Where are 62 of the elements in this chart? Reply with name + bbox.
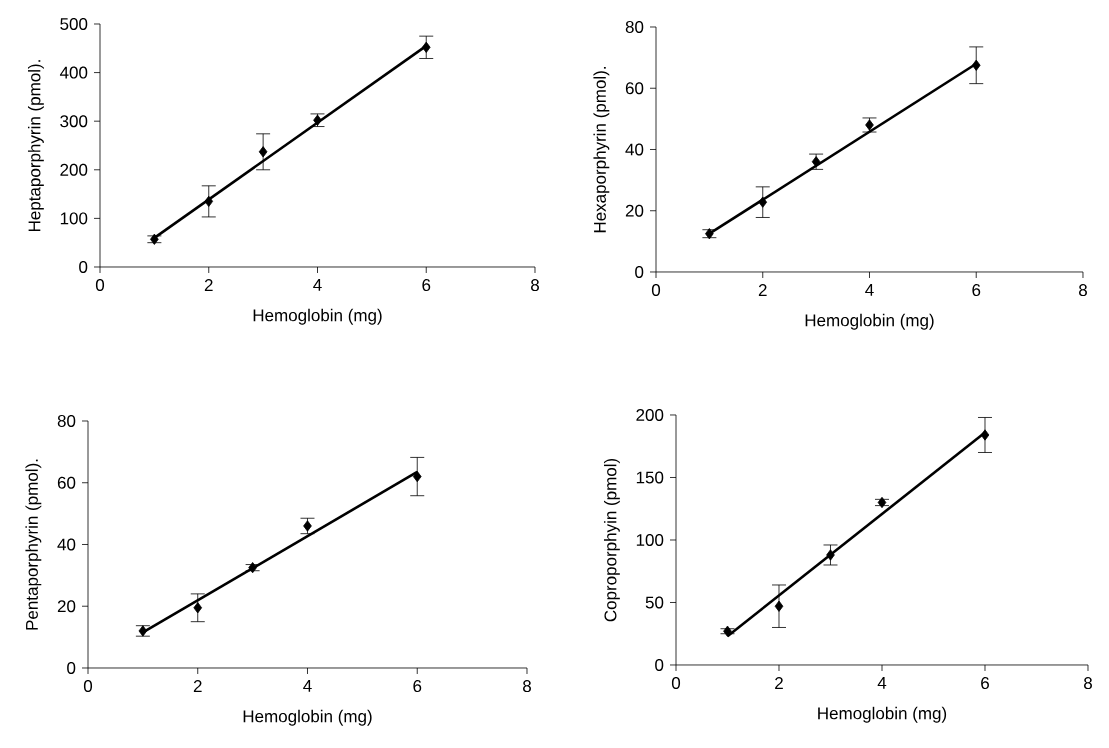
y-tick-label: 300 [60,115,88,128]
y-tick-label: 60 [625,82,644,95]
y-tick-label: 200 [636,408,664,421]
point [204,195,214,207]
x-axis-title: Hemoglobin (mg) [253,308,382,325]
point [723,625,732,637]
x-tick-label: 6 [972,284,981,297]
point [193,602,203,614]
x-tick-label: 4 [865,284,874,296]
y-tick-label: 20 [625,204,644,217]
x-tick-label: 8 [1079,284,1087,297]
y-tick-label: 40 [57,538,76,551]
x-tick-label: 0 [671,677,681,690]
y-tick-label: 0 [635,265,644,278]
y-tick-label: 400 [59,66,88,79]
y-tick-label: 0 [79,260,88,273]
x-axis-title: Hemoglobin (mg) [805,313,934,330]
y-tick-label: 80 [57,414,76,427]
x-tick-label: 8 [531,279,539,292]
point [980,429,990,441]
point [248,562,257,574]
point [774,600,784,612]
x-tick-label: 6 [981,677,989,690]
x-axis-title: Hemoglobin (mg) [243,709,372,726]
y-tick-label: 200 [60,163,88,176]
point [758,196,768,208]
x-tick-label: 8 [1084,677,1092,690]
point [412,470,422,483]
y-tick-label: 100 [636,533,664,546]
point [258,146,268,158]
y-axis-title: Coproporphyin (pmol) [603,458,620,622]
y-tick-label: 500 [60,17,88,30]
y-tick-label: 0 [655,658,664,671]
point [150,233,159,245]
point [877,496,887,509]
x-axis-title: Hemoglobin (mg) [818,706,947,723]
y-tick-label: 40 [625,143,644,156]
point [421,41,431,53]
y-tick-label: 100 [60,212,88,225]
y-axis-title: Pentaporphyrin (pmol). [25,459,42,630]
x-tick-label: 4 [877,677,887,689]
y-axis-title: Heptaporphyrin (pmol). [27,60,44,232]
point [705,228,714,240]
x-tick-label: 8 [523,680,531,693]
y-tick-label: 150 [636,471,664,484]
x-tick-label: 2 [193,680,202,692]
x-tick-label: 4 [303,680,312,692]
y-tick-label: 60 [57,476,76,489]
x-tick-label: 2 [758,284,767,296]
point [971,59,981,71]
x-tick-label: 4 [313,279,322,291]
x-tick-label: 6 [413,680,422,693]
y-tick-label: 0 [67,661,76,674]
x-tick-label: 2 [204,279,213,291]
x-tick-label: 2 [775,677,783,689]
y-tick-label: 20 [57,600,76,613]
y-tick-label: 50 [645,596,664,609]
y-tick-label: 80 [625,20,644,33]
x-tick-label: 0 [95,279,105,292]
point [826,549,835,561]
x-tick-label: 6 [422,279,431,292]
y-axis-title: Hexaporphyrin (pmol). [593,67,610,233]
